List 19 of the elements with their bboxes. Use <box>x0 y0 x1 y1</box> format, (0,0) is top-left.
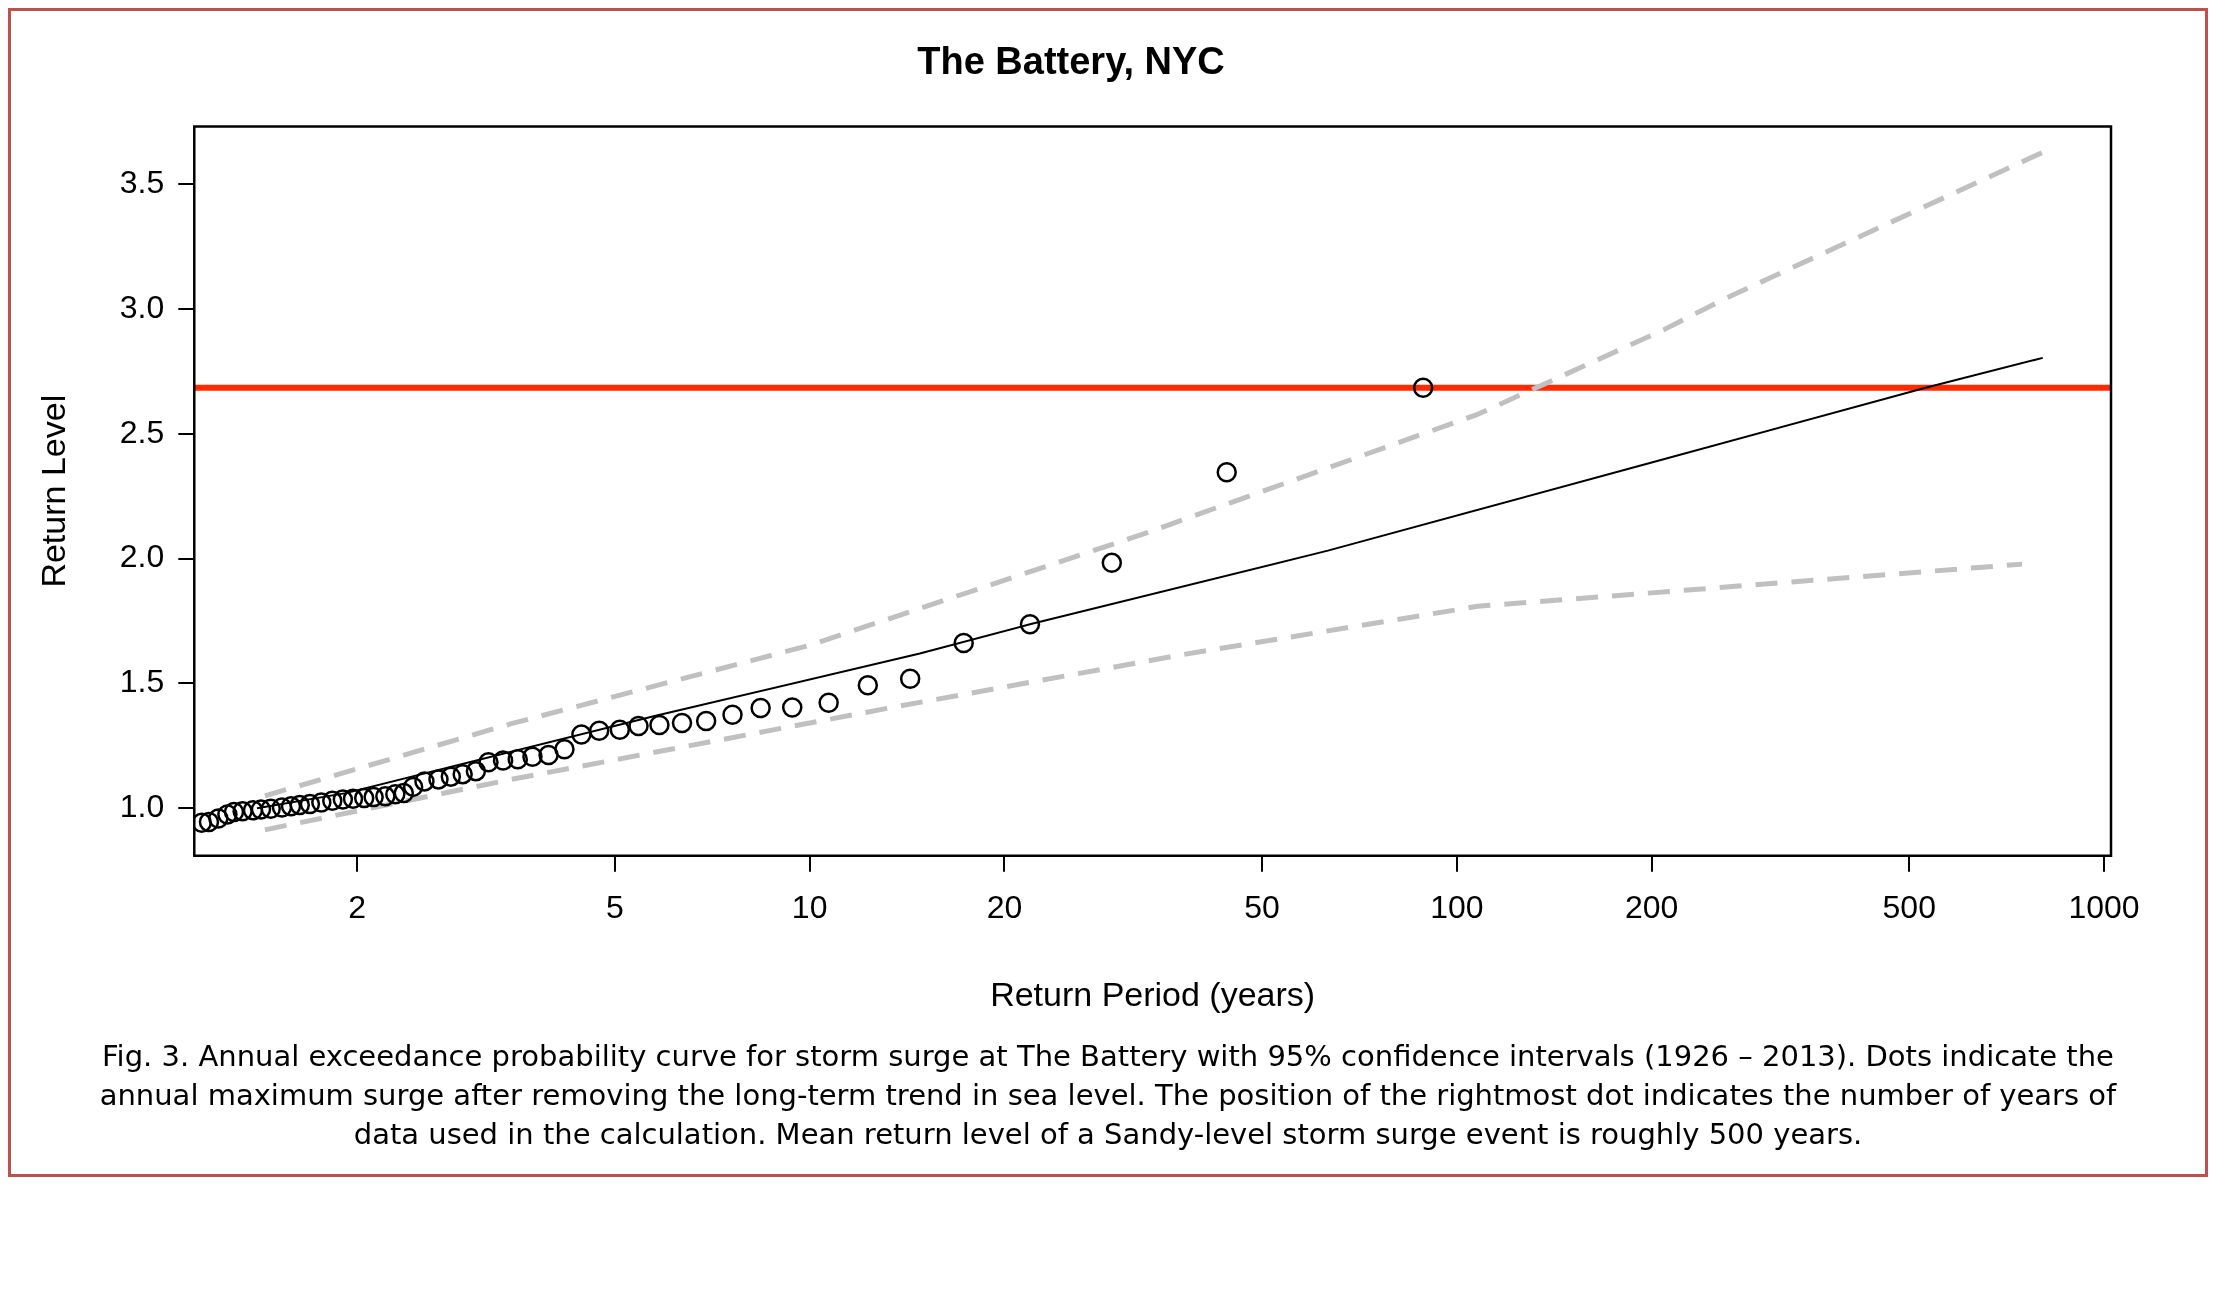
y-tick-label: 3.0 <box>119 288 165 325</box>
x-tick-label: 500 <box>1882 888 1936 925</box>
x-tick-label: 5 <box>605 888 624 925</box>
caption: Fig. 3. Annual exceedance probability curve for storm surge at The Battery with 95% confidence intervals (1926 – 2013). Dots indicate the annual maximum surge after removing the long-term trend in sea level. The position of the rightmost dot indicates the number of years of data used in the calculation. Mean return level of a Sandy-level storm surge event is roughly 500 years. <box>98 1038 2118 1154</box>
x-tick-label: 10 <box>791 888 828 925</box>
x-tick-label: 2 <box>348 888 367 925</box>
x-tick-label: 1000 <box>2068 888 2140 925</box>
y-tick-label: 2.0 <box>119 538 165 575</box>
x-tick-label: 100 <box>1430 888 1484 925</box>
y-tick-label: 2.5 <box>119 413 165 450</box>
y-tick-label: 1.0 <box>119 788 165 825</box>
x-tick-label: 20 <box>986 888 1023 925</box>
x-tick-label: 50 <box>1244 888 1280 925</box>
x-tick-label: 200 <box>1624 888 1679 925</box>
y-tick-label: 1.5 <box>119 663 165 700</box>
x-axis-title: Return Period (years) <box>990 974 1316 1013</box>
chart-title: The Battery, NYC <box>917 40 1225 83</box>
y-tick-label: 3.5 <box>119 163 165 200</box>
y-axis-title: Return Level <box>33 394 72 588</box>
